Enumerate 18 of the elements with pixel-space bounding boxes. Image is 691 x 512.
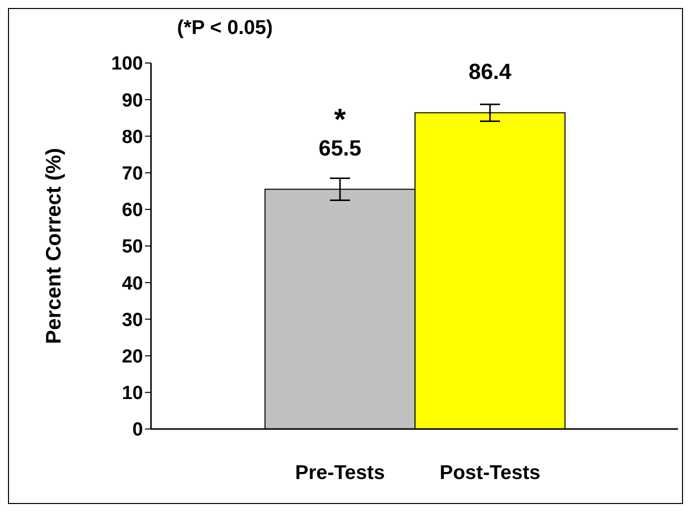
y-tick-label: 80 — [122, 126, 143, 148]
y-tick-label: 10 — [122, 383, 143, 404]
x-tick-label: Post-Tests — [440, 462, 540, 484]
y-tick-label: 70 — [122, 164, 143, 185]
text: (*P < 0.05) — [177, 17, 273, 40]
y-tick-label: 0 — [132, 420, 143, 441]
y-tick-label: 50 — [122, 236, 143, 258]
y-axis-title: Percent Correct (%) — [42, 148, 66, 344]
data-label: 65.5 — [318, 135, 362, 160]
y-tick-label: 40 — [122, 273, 143, 294]
y-tick-label: 20 — [122, 346, 143, 368]
annotation: * — [334, 103, 346, 136]
x-tick-label: Pre-Tests — [295, 462, 385, 484]
y-tick-label: 30 — [122, 310, 143, 331]
y-tick-label: 60 — [122, 200, 143, 222]
data-label: 86.4 — [468, 58, 512, 84]
y-tick-label: 100 — [111, 54, 143, 75]
y-tick-label: 90 — [122, 90, 143, 112]
